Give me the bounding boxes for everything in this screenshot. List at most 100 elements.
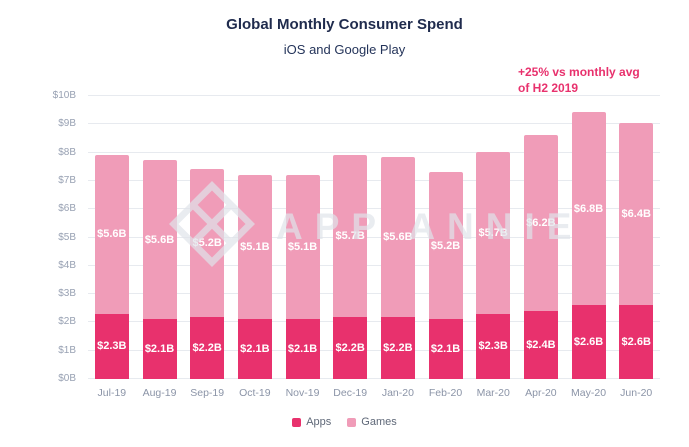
x-tick-label: Apr-20 [525,387,557,399]
y-tick-label: $5B [58,231,76,243]
stacked-bar: $5.6B $2.3B [94,154,129,379]
bar-value-label: $5.2B [192,236,222,249]
bar-column: $5.2B $2.1B [422,95,470,379]
x-tick-label: Feb-20 [428,387,463,399]
bar-segment-games: $5.6B [94,154,129,314]
gridline [88,378,660,379]
legend-swatch [292,417,302,427]
chart-subtitle: iOS and Google Play [283,42,406,57]
gridline [88,236,660,238]
bar-value-label: $5.7B [335,229,365,242]
bar-value-label: $2.6B [573,336,604,349]
legend-swatch [347,417,357,427]
bar-column: $5.7B $2.3B [469,95,517,379]
y-tick-label: $9B [58,118,76,130]
legend-item-games: Games [347,416,397,428]
y-tick-label: $3B [58,288,76,300]
x-tick-label: Sep-19 [190,387,225,399]
bar-segment-games: $5.1B [237,174,272,320]
gridline [88,179,660,181]
bar-segment-apps: $2.1B [142,319,177,379]
gridline [88,349,660,351]
bar-value-label: $2.1B [144,343,175,356]
x-axis: Jul-19 Aug-19 Sep-19 Oct-19 Nov-19 Dec-19 Jan-… [88,387,660,399]
bar-segment-games: $5.7B [333,154,368,317]
x-tick-label: Oct-19 [239,387,271,399]
y-tick-label: $7B [58,174,76,186]
bar-value-label: $6.2B [526,216,556,229]
y-tick-label: $8B [58,146,76,158]
bars-layer: $5.6B $2.3B $5.6B $2.1B $5.2B $2.2B $5.1B $2.1B… [88,95,660,379]
bar-segment-apps: $2.3B [476,313,511,379]
bar-value-label: $5.1B [287,240,318,253]
stacked-bar: $5.6B $2.2B [380,157,415,379]
x-tick-label: Dec-19 [333,387,368,399]
bar-segment-games: $5.6B [380,157,415,317]
bar-value-label: $2.3B [478,340,508,353]
stacked-bar: $6.2B $2.4B [523,134,558,379]
bar-segment-apps: $2.3B [94,313,129,379]
bar-value-label: $2.2B [383,341,413,354]
y-tick-label: $10B [52,90,76,101]
y-tick-label: $2B [58,316,76,328]
x-tick-label: Jun-20 [620,387,653,399]
bar-segment-games: $6.8B [571,112,606,306]
bar-segment-apps: $2.2B [380,316,415,379]
x-tick-label: Mar-20 [476,387,510,399]
y-tick-label: $0B [58,373,76,384]
bar-value-label: $2.6B [621,336,651,349]
bar-segment-apps: $2.1B [237,319,272,379]
bar-column: $5.6B $2.3B [88,95,136,379]
stacked-bar: $5.2B $2.2B [190,168,225,379]
y-axis: $0B $1B $2B $3B $4B $5B $6B $7B $8B $9B $10B [42,90,82,384]
bar-value-label: $5.7B [478,226,508,239]
bar-value-label: $2.4B [526,338,556,351]
plot-area: $5.6B $2.3B $5.6B $2.1B $5.2B $2.2B $5.1B $2.1B… [88,95,660,379]
bar-segment-games: $5.6B [142,160,177,320]
gridline [88,123,660,125]
bar-segment-games: $5.2B [428,171,463,320]
gridline [88,293,660,295]
bar-value-label: $2.1B [240,343,270,356]
bar-column: $6.8B $2.6B [565,95,613,379]
x-tick-label: May-20 [571,387,607,399]
legend-label: Games [361,416,397,428]
bar-segment-apps: $2.2B [190,316,225,379]
bar-segment-apps: $2.6B [571,305,606,379]
y-tick-label: $1B [58,344,76,356]
bar-column: $5.2B $2.2B [183,95,231,379]
stacked-bar: $5.2B $2.1B [428,171,463,379]
x-tick-label: Jan-20 [381,387,414,399]
bar-value-label: $5.2B [430,239,461,252]
bar-segment-games: $5.2B [190,168,225,317]
bar-segment-games: $6.2B [523,134,558,311]
x-tick-label: Aug-19 [142,387,177,399]
bar-column: $5.1B $2.1B [231,95,279,379]
bar-value-label: $2.3B [97,340,127,353]
legend-item-apps: Apps [292,416,331,428]
gridline [88,151,660,153]
gridline [88,264,660,266]
growth-annotation: +25% vs monthly avg of H2 2019 [518,65,640,95]
stacked-bar: $6.8B $2.6B [571,112,606,379]
bar-segment-apps: $2.1B [428,319,463,379]
legend-label: Apps [306,416,332,428]
bar-value-label: $2.2B [335,341,365,354]
bar-column: $5.1B $2.1B [279,95,327,379]
bar-value-label: $6.4B [621,208,651,221]
bar-column: $5.7B $2.2B [326,95,374,379]
bar-segment-games: $5.1B [285,174,320,320]
stacked-bar: $6.4B $2.6B [619,123,654,379]
bar-value-label: $5.6B [144,233,175,246]
y-tick-label: $4B [58,259,76,271]
x-tick-label: Nov-19 [285,387,320,399]
gridline [88,95,660,96]
bar-segment-games: $5.7B [476,151,511,314]
bar-value-label: $5.6B [97,228,127,241]
bar-segment-games: $6.4B [619,123,654,306]
bar-column: $5.6B $2.1B [136,95,184,379]
bar-segment-apps: $2.1B [285,319,320,379]
legend: Apps Games [0,416,689,428]
bar-segment-apps: $2.4B [523,310,558,379]
stacked-bar: $5.1B $2.1B [285,174,320,379]
